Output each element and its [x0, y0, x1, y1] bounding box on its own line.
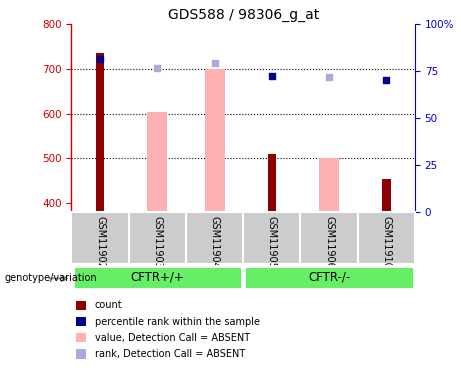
- Text: GSM11906: GSM11906: [324, 216, 334, 269]
- Bar: [186, 212, 243, 264]
- Text: genotype/variation: genotype/variation: [5, 273, 97, 283]
- Text: GSM11910: GSM11910: [381, 216, 391, 269]
- Text: CFTR-/-: CFTR-/-: [308, 270, 350, 284]
- Bar: [205, 69, 225, 212]
- Point: [268, 73, 276, 79]
- Point: [325, 74, 333, 80]
- Bar: [267, 154, 276, 212]
- Bar: [72, 266, 242, 290]
- Bar: [96, 53, 104, 212]
- Bar: [319, 158, 339, 212]
- Bar: [358, 212, 415, 264]
- Text: CFTR+/+: CFTR+/+: [130, 270, 184, 284]
- Text: GSM11904: GSM11904: [210, 216, 219, 269]
- Bar: [301, 212, 358, 264]
- Bar: [382, 179, 390, 212]
- Bar: [129, 212, 186, 264]
- Title: GDS588 / 98306_g_at: GDS588 / 98306_g_at: [167, 8, 319, 22]
- Point: [211, 60, 218, 66]
- Point: [383, 77, 390, 83]
- Bar: [148, 112, 167, 212]
- Point: [96, 56, 104, 62]
- Bar: [71, 212, 129, 264]
- Text: value, Detection Call = ABSENT: value, Detection Call = ABSENT: [95, 333, 249, 343]
- Text: GSM11905: GSM11905: [267, 216, 277, 269]
- Point: [154, 64, 161, 70]
- Text: percentile rank within the sample: percentile rank within the sample: [95, 316, 260, 327]
- Bar: [243, 212, 301, 264]
- Text: GSM11903: GSM11903: [152, 216, 162, 269]
- Text: rank, Detection Call = ABSENT: rank, Detection Call = ABSENT: [95, 349, 245, 359]
- Bar: [244, 266, 414, 290]
- Text: count: count: [95, 300, 122, 310]
- Text: GSM11902: GSM11902: [95, 216, 105, 269]
